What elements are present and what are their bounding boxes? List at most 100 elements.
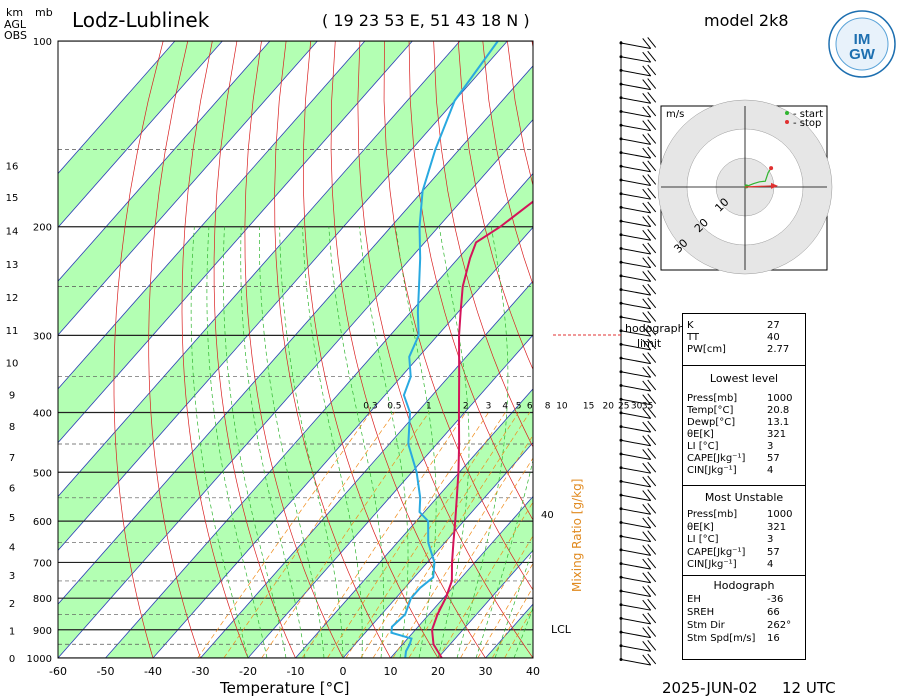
dry-adiabat — [330, 41, 486, 658]
temperature-profile — [431, 200, 533, 658]
isotherm-line — [295, 388, 533, 658]
x-tick-label: -40 — [144, 665, 162, 678]
wind-barb — [620, 111, 651, 118]
wind-barb — [620, 576, 651, 584]
wind-barb — [620, 343, 651, 351]
index-key: Dewp[°C] — [687, 417, 736, 428]
mixing-ratio-label: 5 — [516, 401, 522, 411]
x-tick-label: -10 — [287, 665, 305, 678]
dry-adiabats — [113, 41, 533, 658]
moist-adiabats — [190, 226, 533, 658]
dry-adiabat — [113, 41, 164, 658]
mixing-ratio-line — [301, 412, 467, 658]
x-tick-label: 10 — [384, 665, 398, 678]
index-key: CAPE[Jkg⁻¹] — [687, 546, 746, 558]
index-row: Stm Spd[m/s] 16 — [687, 633, 801, 645]
mixing-ratio-line — [491, 586, 533, 658]
pressure-label: 1000 — [27, 654, 52, 665]
index-value: 20.8 — [767, 405, 790, 416]
dry-adiabat — [383, 41, 533, 591]
index-key: θE[K] — [687, 429, 714, 440]
moist-adiabat — [328, 226, 384, 658]
isotherm-line — [58, 65, 533, 605]
wind-barb — [620, 289, 651, 296]
wind-barb — [620, 604, 651, 611]
wind-barb — [620, 302, 651, 310]
moist-adiabat — [206, 226, 268, 658]
height-km-label: 8 — [9, 422, 15, 433]
index-value: 4 — [767, 465, 774, 476]
index-key: LI [°C] — [687, 441, 719, 452]
logo-text-bottom: GW — [849, 46, 876, 63]
moist-adiabat — [240, 226, 306, 658]
hodograph-limit-label: hodograph — [625, 322, 685, 335]
mixing-ratio-label: 15 — [583, 401, 594, 411]
wind-barbs — [619, 37, 657, 666]
height-km-label: 4 — [9, 542, 15, 553]
moist-adiabat — [456, 226, 509, 658]
mixing-ratio-label: 25 — [618, 401, 629, 411]
wind-barb — [620, 165, 651, 173]
index-row: CAPE[Jkg⁻¹] 57 — [687, 453, 801, 465]
index-value: 1000 — [767, 509, 793, 520]
wind-barb — [620, 138, 651, 145]
index-value: 27 — [767, 320, 780, 331]
isotherm-line — [58, 41, 508, 551]
moist-adiabat — [395, 226, 437, 658]
mixing-ratio-label: 3 — [486, 401, 492, 411]
pressure-label: 700 — [33, 558, 52, 569]
wind-barb — [620, 124, 651, 132]
indices-top-box: K 27 TT 40 PW[cm] 2.77 — [682, 313, 806, 367]
wind-barb — [620, 439, 651, 447]
date-label: 2025-JUN-02 — [662, 679, 758, 697]
dry-adiabat — [357, 41, 533, 658]
height-km-label: 14 — [6, 227, 19, 238]
most-unstable-title: Most Unstable — [704, 491, 784, 504]
mixing-ratio-label: 4 — [502, 401, 508, 411]
legend-start-dot — [785, 111, 789, 115]
isotherm-line — [200, 280, 533, 658]
mixing-ratio-label: 0.5 — [387, 401, 401, 411]
wind-barb — [620, 398, 651, 406]
mixing-ratio-line — [477, 562, 533, 658]
x-tick-label: 40 — [526, 665, 540, 678]
height-km-label: 1 — [9, 627, 15, 638]
isotherm-line — [152, 226, 533, 658]
pressure-label: 200 — [33, 223, 52, 234]
index-key: Stm Spd[m/s] — [687, 633, 756, 644]
index-key: Stm Dir — [687, 620, 725, 631]
isotherm-line — [342, 442, 533, 658]
moist-adiabat — [359, 226, 409, 658]
pressure-label: 600 — [33, 517, 52, 528]
wind-barb — [620, 631, 651, 639]
wind-barb — [620, 69, 651, 77]
dry-adiabat — [457, 41, 533, 371]
isotherm-line — [390, 495, 533, 658]
moist-adiabat — [222, 226, 287, 658]
index-key: PW[cm] — [687, 344, 726, 355]
mixing-ratio-label: 10 — [556, 401, 568, 411]
index-value: 66 — [767, 607, 780, 618]
mixing-ratio-label: 35 — [642, 401, 653, 411]
moist-adiabat — [302, 226, 363, 658]
wind-barb — [620, 220, 651, 228]
index-key: Press[mb] — [687, 509, 738, 520]
mixing-ratio-line — [197, 412, 371, 658]
height-km-label: 7 — [9, 453, 15, 464]
logo-text-top: IM — [854, 31, 871, 48]
mixing-ratio-line — [504, 607, 533, 658]
wind-barb — [620, 659, 651, 666]
profile-lines — [390, 41, 533, 658]
wind-barb — [620, 179, 651, 186]
axis-labels: 0.3 0.5 1 2 3 4 5 6 8 10 15 20 25 30 35-60 -50 -40 -30 -20… — [6, 37, 654, 678]
agl-label: AGL — [4, 18, 26, 31]
isotherm-line — [58, 119, 533, 658]
hodograph-unit: m/s — [666, 109, 685, 120]
wind-barb — [620, 206, 651, 214]
height-km-label: 6 — [9, 483, 15, 494]
index-row: EH -36 — [687, 594, 801, 606]
height-km-label: 16 — [6, 161, 19, 172]
x-tick-label: -20 — [239, 665, 257, 678]
storm-motion-vector — [744, 185, 775, 188]
